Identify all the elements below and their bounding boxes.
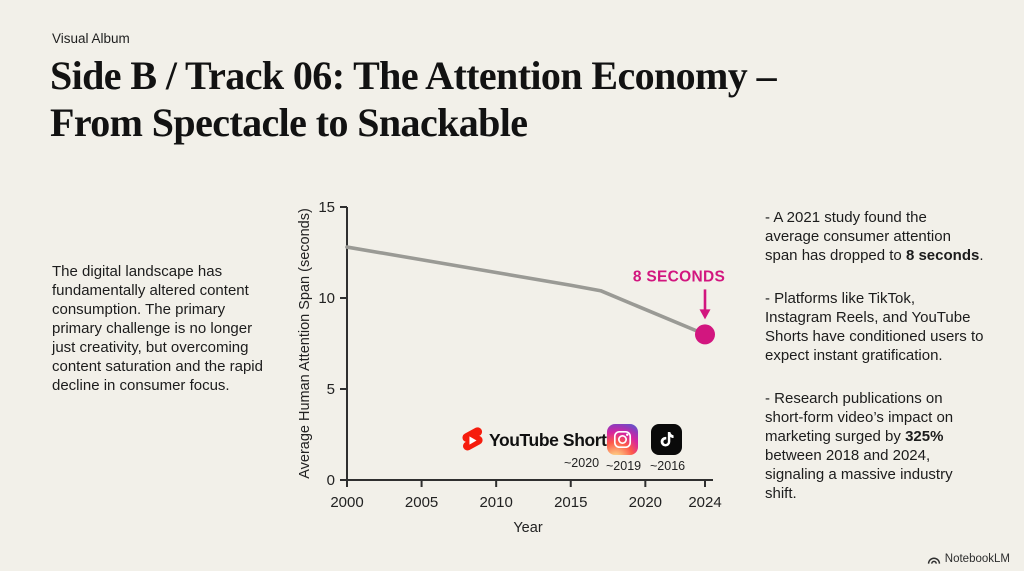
bullet-platforms: - Platforms like TikTok, Instagram Reels… — [765, 289, 985, 365]
svg-text:8 SECONDS: 8 SECONDS — [633, 268, 725, 285]
youtube-shorts-logo: YouTube Shorts — [460, 427, 616, 454]
svg-text:2015: 2015 — [554, 494, 587, 511]
key-points: - A 2021 study found the average consume… — [765, 208, 985, 527]
svg-text:Average Human Attention Span (: Average Human Attention Span (seconds) — [297, 208, 313, 479]
title-line-1: Side B / Track 06: The Attention Economy… — [50, 53, 777, 98]
svg-text:15: 15 — [318, 199, 335, 216]
line-chart-canvas: 0 5 10 15 2000 2005 2010 2015 2020 2024 Year Averag… — [297, 199, 725, 536]
bullet-1-bold: 8 seconds — [905, 247, 980, 264]
svg-text:2005: 2005 — [405, 494, 438, 511]
svg-text:2010: 2010 — [479, 494, 512, 511]
svg-text:10: 10 — [318, 290, 335, 307]
page-title: Side B / Track 06: The Attention Economy… — [50, 52, 910, 146]
attention-span-chart: 0 5 10 15 2000 2005 2010 2015 2020 2024 Year Averag… — [290, 195, 735, 545]
bullet-3-post: between 2018 and 2024, signaling a massi… — [765, 447, 953, 502]
tiktok-logo: ~2016 — [650, 424, 686, 473]
instagram-year: ~2019 — [606, 459, 642, 473]
bullet-attention-drop: - A 2021 study found the average consume… — [765, 208, 985, 265]
notebooklm-brand: NotebookLM — [927, 553, 1010, 565]
bullet-1-text: - A 2021 study found the average consume… — [765, 209, 951, 264]
instagram-logo: ~2019 — [606, 424, 642, 473]
bullet-1-post: . — [979, 247, 984, 264]
bullet-3-bold: 325% — [905, 428, 944, 445]
svg-text:0: 0 — [327, 472, 335, 489]
youtube-shorts-year: ~2020 — [564, 456, 600, 470]
svg-text:Year: Year — [513, 520, 542, 536]
bullet-research: - Research publications on short-form vi… — [765, 389, 985, 503]
svg-text:2024: 2024 — [688, 494, 721, 511]
notebooklm-label: NotebookLM — [944, 553, 1010, 565]
kicker-label: Visual Album — [52, 31, 130, 46]
notebooklm-icon — [927, 554, 941, 565]
tiktok-year: ~2016 — [650, 459, 686, 473]
intro-paragraph: The digital landscape has fundamentally … — [52, 263, 263, 394]
svg-text:5: 5 — [327, 381, 335, 398]
title-line-2: From Spectacle to Snackable — [50, 100, 528, 146]
bullet-2-text: - Platforms like TikTok, Instagram Reels… — [765, 290, 984, 364]
tiktok-icon — [650, 424, 682, 455]
bullet-3-text: - Research publications on short-form vi… — [765, 390, 954, 445]
instagram-icon — [606, 424, 638, 455]
youtube-shorts-icon — [460, 427, 483, 454]
svg-text:2020: 2020 — [629, 494, 662, 511]
svg-text:2000: 2000 — [330, 494, 363, 511]
youtube-shorts-wordmark: YouTube Shorts — [489, 430, 616, 450]
